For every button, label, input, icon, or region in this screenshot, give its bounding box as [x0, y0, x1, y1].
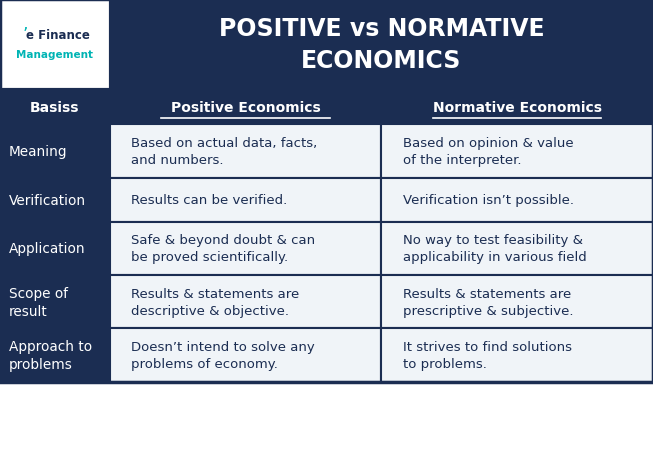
Text: Positive Economics: Positive Economics [170, 100, 321, 115]
Bar [110, 125, 381, 178]
Text: e Finance: e Finance [26, 28, 90, 42]
Text: Results & statements are
prescriptive & subjective.: Results & statements are prescriptive & … [403, 287, 573, 317]
Bar [0, 275, 110, 329]
Bar [381, 329, 653, 382]
Bar [0, 0, 653, 382]
Bar [110, 0, 653, 90]
Text: Meaning: Meaning [8, 144, 67, 159]
Bar [0, 329, 110, 382]
Bar [0, 125, 110, 178]
Bar [0, 0, 110, 90]
Text: Based on opinion & value
of the interpreter.: Based on opinion & value of the interpre… [403, 137, 574, 167]
Bar [0, 90, 110, 125]
Text: Verification isn’t possible.: Verification isn’t possible. [403, 194, 574, 207]
Text: Verification: Verification [8, 193, 86, 207]
Bar [110, 90, 381, 125]
Text: POSITIVE vs NORMATIVE
ECONOMICS: POSITIVE vs NORMATIVE ECONOMICS [219, 18, 544, 73]
Bar [381, 275, 653, 329]
Text: Scope of
result: Scope of result [8, 286, 68, 318]
Text: No way to test feasibility &
applicability in various field: No way to test feasibility & applicabili… [403, 234, 587, 264]
Bar [110, 275, 381, 329]
Text: It strives to find solutions
to problems.: It strives to find solutions to problems… [403, 340, 572, 370]
Bar [110, 222, 381, 275]
Bar [110, 329, 381, 382]
Bar [0, 178, 110, 222]
Bar [110, 178, 381, 222]
Text: Safe & beyond doubt & can
be proved scientifically.: Safe & beyond doubt & can be proved scie… [131, 234, 315, 264]
Text: Management: Management [16, 50, 93, 60]
Text: Based on actual data, facts,
and numbers.: Based on actual data, facts, and numbers… [131, 137, 318, 167]
Bar [381, 90, 653, 125]
Text: Basiss: Basiss [30, 100, 80, 115]
Bar [0, 222, 110, 275]
Text: ’: ’ [23, 26, 28, 44]
Bar [381, 222, 653, 275]
Text: Doesn’t intend to solve any
problems of economy.: Doesn’t intend to solve any problems of … [131, 340, 315, 370]
Text: Normative Economics: Normative Economics [433, 100, 601, 115]
Text: Approach to
problems: Approach to problems [8, 339, 92, 371]
Bar [381, 125, 653, 178]
Text: Results & statements are
descriptive & objective.: Results & statements are descriptive & o… [131, 287, 300, 317]
Bar [381, 178, 653, 222]
Text: Application: Application [8, 242, 86, 256]
Text: Results can be verified.: Results can be verified. [131, 194, 288, 207]
